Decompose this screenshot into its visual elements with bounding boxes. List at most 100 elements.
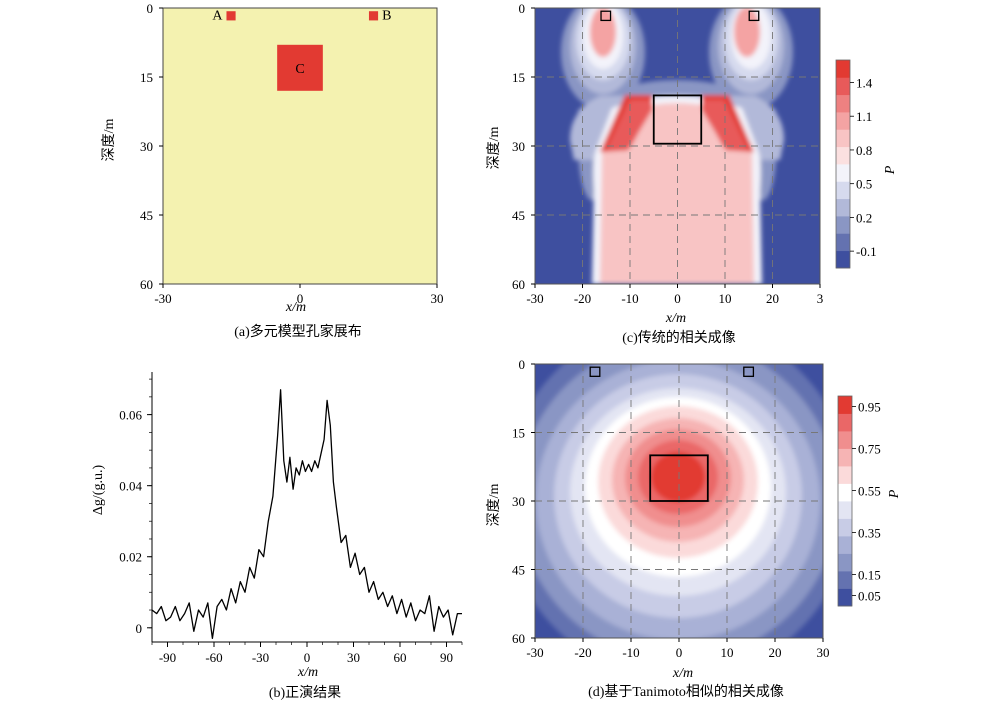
d-x-tick-label: 20 (769, 645, 782, 660)
d-colorbar-tick-label: 0.05 (858, 589, 881, 604)
panel-c-xlabel: x/m (665, 311, 686, 326)
anomaly-body-A (226, 11, 236, 21)
panel-c-caption: (c)传统的相关成像 (622, 330, 736, 346)
panel-b-xlabel: x/m (297, 665, 318, 680)
d-colorbar-tick-label: 0.35 (858, 526, 881, 541)
c-colorbar-swatch (836, 164, 850, 182)
b-x-tick-label: -60 (205, 650, 222, 665)
a-x-tick-label: -30 (154, 291, 171, 306)
panel-c-y-ticks: 0 15 30 45 60 (512, 1, 535, 292)
d-colorbar-swatch (838, 571, 852, 589)
d-body-outline (649, 454, 709, 502)
d-colorbar-swatch (838, 501, 852, 519)
b-y-tick-label: 0.02 (119, 550, 142, 565)
panel-d: 0 15 30 45 60 -30 -20 -10 0 10 20 30 深度/m x/m (d)基… (486, 357, 902, 700)
d-x-tick-label: -20 (574, 645, 591, 660)
panel-d-xlabel: x/m (672, 666, 693, 681)
d-x-tick-label: -10 (622, 645, 639, 660)
panel-d-colorbar-label: P (887, 489, 902, 499)
c-colorbar-swatch (836, 233, 850, 252)
c-colorbar-tick-label: 1.1 (856, 109, 872, 124)
d-colorbar-tick-label: 0.15 (858, 568, 881, 583)
panel-c: 0 15 30 45 60 -30 -20 -10 0 10 20 3 深度/m x/m (c)传统… (486, 1, 898, 346)
c-colorbar-frame (835, 59, 851, 269)
panel-d-caption: (d)基于Tanimoto相似的相关成像 (588, 683, 784, 700)
c-colorbar-swatch (836, 198, 850, 217)
panel-c-colorbar-label: P (883, 165, 898, 175)
panel-d-colorbar: 0.95 0.75 0.55 0.35 0.15 0.05 (837, 395, 881, 607)
d-colorbar-swatch (838, 466, 852, 484)
panel-b-y-ticks: 0 0.02 0.04 0.06 (119, 378, 152, 636)
d-colorbar-swatch (838, 448, 852, 467)
panel-d-boxes (589, 366, 755, 502)
b-x-tick-label: 90 (440, 650, 453, 665)
c-x-tick-label: 20 (766, 291, 779, 306)
panel-d-x-ticks: -30 -20 -10 0 10 20 30 (526, 638, 830, 660)
c-colorbar-tick-label: -0.1 (856, 244, 877, 259)
panel-a-caption: (a)多元模型孔家展布 (234, 323, 362, 340)
c-y-tick-label: 0 (519, 1, 526, 16)
c-y-tick-label: 45 (512, 208, 525, 223)
a-x-tick-label: 30 (431, 291, 444, 306)
c-colorbar-swatch (836, 146, 850, 165)
d-y-tick-label: 0 (519, 357, 526, 372)
c-x-tick-label: 0 (674, 291, 681, 306)
anomaly-body-B (368, 11, 379, 21)
a-y-tick-label: 0 (147, 1, 154, 16)
c-x-tick-label: -20 (574, 291, 591, 306)
c-colorbar-tick-label: 0.8 (856, 143, 872, 158)
d-x-tick-label: -30 (526, 645, 543, 660)
a-y-tick-label: 15 (140, 70, 153, 85)
d-y-tick-label: 30 (512, 494, 525, 509)
d-colorbar-tick-label: 0.95 (858, 400, 881, 415)
d-colorbar-swatch (838, 413, 852, 432)
d-colorbar-swatch (838, 553, 852, 572)
c-body-outline (748, 10, 760, 22)
b-x-tick-label: 0 (304, 650, 311, 665)
a-y-tick-label: 60 (140, 277, 153, 292)
c-colorbar-swatch (836, 112, 850, 130)
d-x-tick-label: 0 (676, 645, 683, 660)
d-colorbar-tick-label: 0.75 (858, 442, 881, 457)
panel-a-ylabel: 深度/m (101, 119, 117, 162)
b-x-tick-label: -90 (159, 650, 176, 665)
panel-b: 0 0.02 0.04 0.06 -90 -60 -30 0 30 60 90 Δg/(g.u.)… (91, 372, 463, 701)
c-body-outline (600, 10, 612, 22)
panel-c-boxes (600, 10, 760, 145)
b-y-tick-label: 0 (136, 621, 143, 636)
panel-c-grid (535, 8, 820, 284)
a-x-tick-label: 0 (297, 291, 304, 306)
c-y-tick-label: 30 (512, 139, 525, 154)
c-x-tick-label: 10 (719, 291, 732, 306)
c-colorbar-swatch (836, 60, 850, 78)
panel-c-colorbar: 1.4 1.1 0.8 0.5 0.2 -0.1 (835, 59, 877, 269)
d-colorbar-tick-label: 0.55 (858, 484, 881, 499)
anomaly-body-C (277, 44, 323, 91)
c-x-tick-label: -10 (621, 291, 638, 306)
panel-c-ylabel: 深度/m (486, 127, 502, 170)
b-x-tick-label: 30 (347, 650, 360, 665)
d-colorbar-swatch (838, 431, 852, 449)
d-colorbar-swatch (838, 518, 852, 537)
d-colorbar-frame (837, 395, 853, 607)
d-body-outline (743, 366, 755, 377)
d-y-tick-label: 45 (512, 563, 525, 578)
panel-d-y-ticks: 0 15 30 45 60 (512, 357, 535, 646)
c-colorbar-tick-label: 0.5 (856, 177, 872, 192)
panel-a-xlabel: x/m (285, 300, 306, 315)
panel-d-field (535, 364, 823, 638)
c-colorbar-swatch (836, 250, 850, 269)
panel-b-series-line (151, 389, 462, 640)
panel-b-ylabel: Δg/(g.u.) (91, 465, 106, 516)
c-colorbar-swatch (836, 94, 850, 113)
d-colorbar-swatch (838, 483, 852, 502)
anomaly-label-B: B (382, 8, 391, 23)
panel-a-bodies: A B C (212, 8, 391, 91)
b-x-tick-label: 60 (394, 650, 407, 665)
c-x-tick-label: 3 (817, 291, 824, 306)
panel-c-x-ticks: -30 -20 -10 0 10 20 3 (526, 284, 823, 306)
d-body-outline (589, 366, 601, 377)
d-colorbar-swatch (838, 396, 852, 414)
anomaly-label-A: A (212, 8, 223, 23)
